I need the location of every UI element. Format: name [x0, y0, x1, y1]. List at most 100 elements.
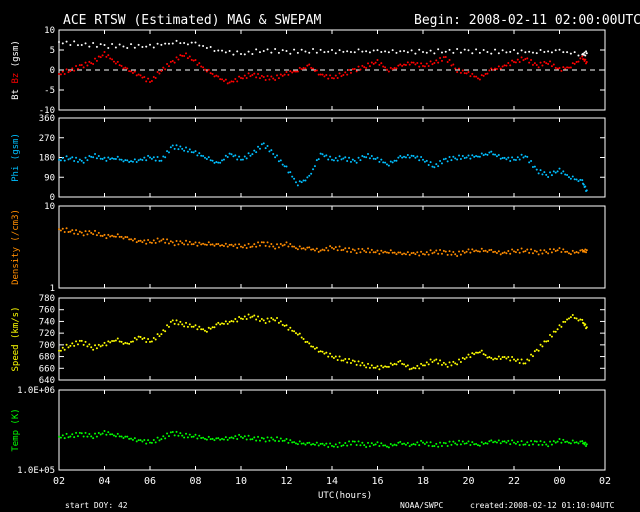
data-point-temp — [192, 435, 195, 438]
data-point-speed — [473, 353, 476, 356]
data-point-density — [73, 232, 76, 235]
data-point-bt — [69, 44, 72, 46]
data-point-density — [535, 250, 538, 253]
data-point-density — [378, 252, 381, 255]
data-point-bz — [348, 69, 351, 71]
data-point-temp — [310, 443, 313, 446]
data-point-temp — [327, 446, 330, 449]
data-point-density — [346, 250, 349, 253]
data-point-bz — [285, 71, 288, 73]
data-point-speed — [137, 335, 140, 338]
data-point-temp — [63, 437, 66, 440]
data-point-bt — [111, 43, 114, 45]
y-tick-label-speed: 640 — [39, 376, 55, 386]
data-point-phi — [340, 158, 343, 161]
data-point-bz — [198, 62, 201, 65]
data-point-bz — [452, 63, 455, 66]
data-point-bz — [332, 77, 335, 80]
data-point-phi — [222, 158, 225, 161]
data-point-temp — [175, 430, 178, 433]
data-point-density — [456, 254, 459, 257]
data-point-phi — [158, 159, 161, 162]
data-point-bt — [585, 50, 588, 53]
data-point-temp — [526, 441, 529, 444]
data-point-temp — [253, 436, 256, 439]
data-point-phi — [577, 180, 580, 183]
data-point-speed — [433, 359, 436, 362]
data-point-density — [63, 230, 66, 233]
data-point-temp — [205, 438, 208, 441]
data-point-bt — [171, 42, 174, 45]
data-point-temp — [281, 439, 284, 442]
data-point-phi — [567, 176, 570, 179]
data-point-speed — [331, 355, 333, 358]
data-point-density — [118, 235, 121, 238]
data-point-temp — [579, 440, 582, 443]
data-point-phi — [422, 158, 424, 161]
data-point-speed — [416, 364, 419, 367]
data-point-temp — [564, 440, 567, 443]
data-point-bt — [550, 51, 553, 54]
data-point-phi — [476, 155, 479, 158]
data-point-phi — [169, 146, 172, 149]
data-point-temp — [75, 431, 78, 434]
data-point-speed — [437, 362, 440, 365]
data-point-bt — [236, 50, 239, 53]
x-tick-label: 02 — [53, 476, 65, 487]
data-point-density — [255, 245, 258, 248]
data-point-temp — [469, 444, 472, 447]
data-point-density — [503, 251, 506, 254]
data-point-bz — [338, 72, 341, 75]
data-point-bz — [541, 64, 544, 67]
data-point-bz — [289, 70, 292, 73]
data-point-phi — [440, 162, 443, 165]
data-point-bz — [230, 80, 233, 83]
data-point-speed — [240, 317, 242, 320]
data-point-phi — [336, 159, 339, 162]
data-point-speed — [69, 344, 72, 347]
data-point-phi — [315, 159, 318, 162]
data-point-density — [484, 249, 487, 252]
data-point-speed — [478, 351, 481, 354]
data-point-speed — [238, 315, 241, 318]
data-point-speed — [80, 339, 83, 342]
data-point-phi — [450, 159, 453, 162]
data-point-bz — [528, 61, 531, 64]
data-point-speed — [461, 357, 464, 359]
data-point-phi — [306, 176, 309, 179]
data-point-speed — [349, 361, 352, 364]
data-point-phi — [105, 159, 108, 162]
data-point-phi — [164, 156, 167, 159]
data-point-speed — [150, 340, 153, 343]
data-point-temp — [94, 432, 97, 435]
data-point-phi — [238, 155, 241, 158]
data-point-speed — [232, 320, 235, 323]
data-point-speed — [304, 340, 307, 343]
data-point-speed — [116, 337, 119, 340]
y-tick-label-mag: 10 — [44, 26, 55, 36]
data-point-density — [158, 240, 161, 243]
y-axis-label-part: Bt — [11, 89, 21, 100]
data-point-density — [461, 250, 464, 253]
data-point-density — [249, 246, 252, 249]
data-point-density — [448, 250, 451, 253]
data-point-speed — [279, 320, 282, 323]
data-point-density — [361, 247, 364, 250]
data-point-phi — [488, 151, 491, 154]
data-point-speed — [226, 322, 229, 325]
data-point-phi — [503, 156, 506, 159]
data-point-density — [444, 250, 447, 253]
data-point-speed — [185, 321, 188, 324]
data-point-density — [217, 242, 220, 245]
data-point-bt — [133, 46, 136, 49]
data-point-phi — [152, 156, 155, 159]
data-point-phi — [513, 158, 515, 161]
data-point-phi — [262, 142, 265, 145]
data-point-bt — [403, 50, 406, 52]
data-point-speed — [160, 333, 163, 336]
data-point-phi — [175, 144, 178, 147]
data-point-temp — [482, 442, 485, 445]
data-point-temp — [458, 439, 461, 442]
data-point-bz — [234, 78, 237, 80]
data-point-temp — [215, 437, 218, 440]
